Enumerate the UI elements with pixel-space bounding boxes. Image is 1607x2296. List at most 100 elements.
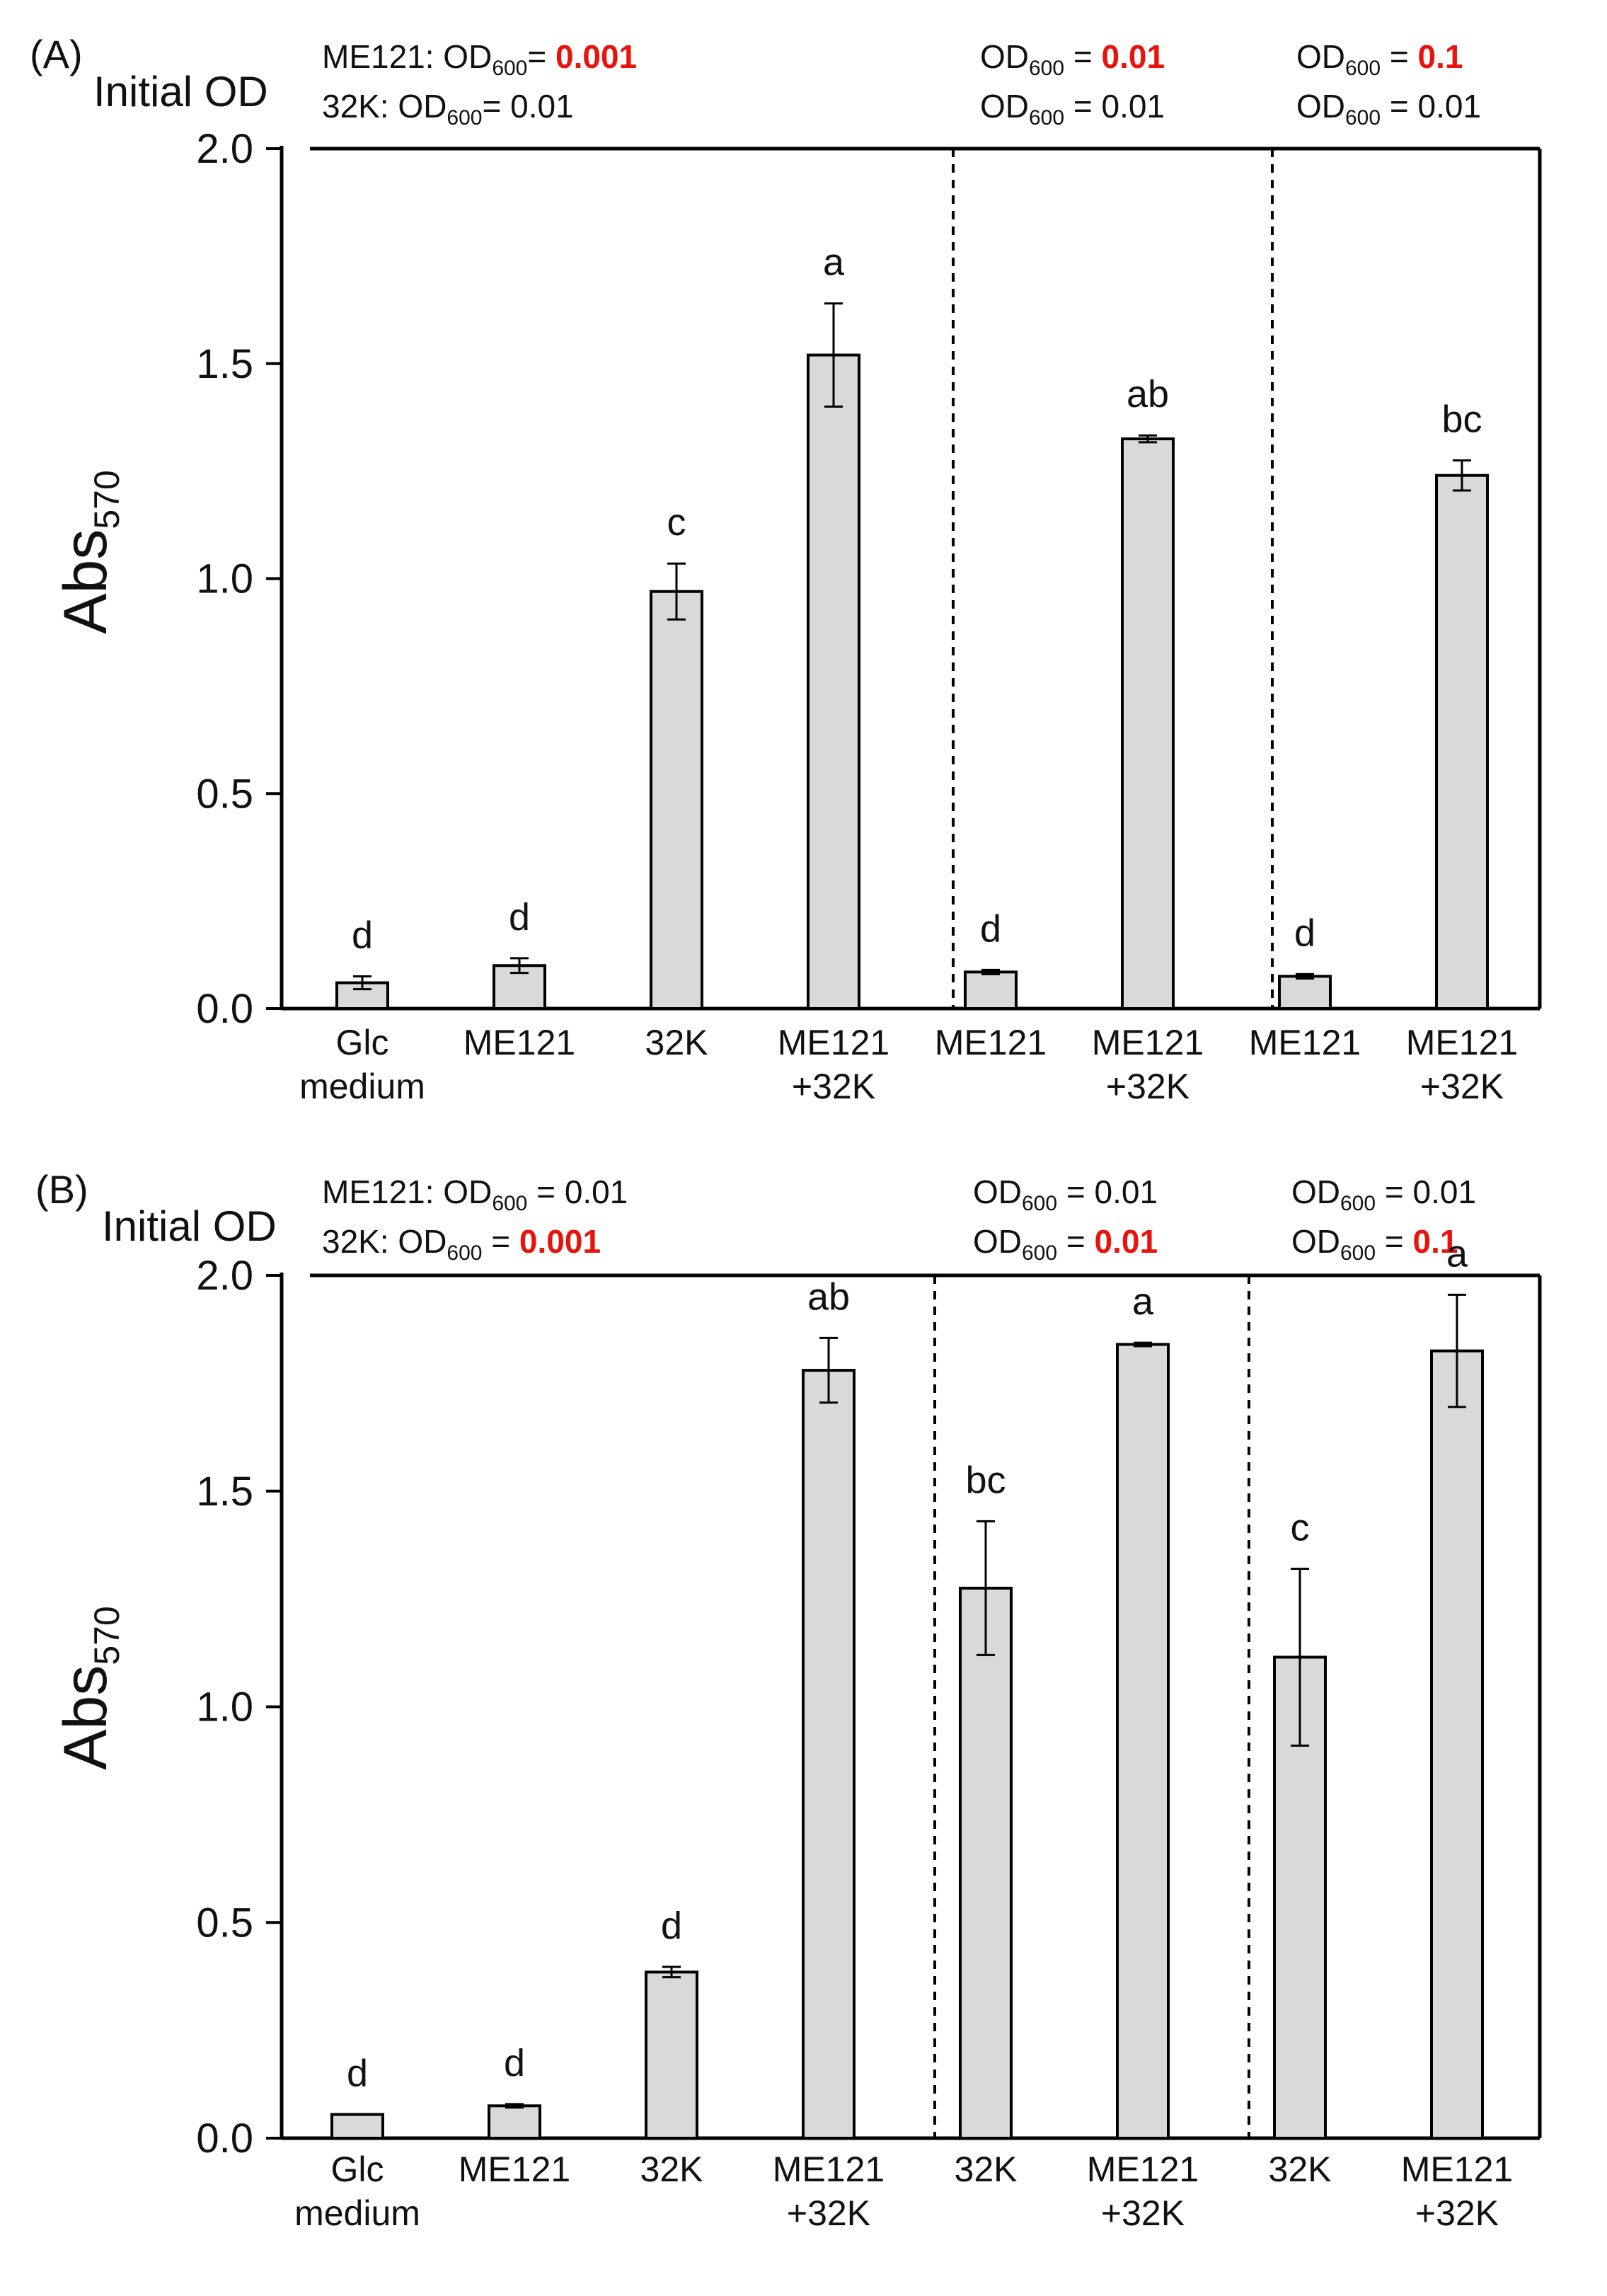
significance-label: a	[823, 241, 845, 284]
condition-equals: =	[527, 1173, 564, 1210]
condition-prefix: 32K: OD	[322, 88, 447, 125]
category-label: medium	[299, 1067, 425, 1106]
condition-1-line-1: ME121: OD600= 0.001	[322, 38, 637, 80]
y-tick-label: 0.5	[196, 771, 253, 817]
condition-equals: =	[1057, 1223, 1094, 1260]
bar	[959, 1586, 1013, 2140]
condition-equals: =	[1381, 38, 1417, 75]
y-tick-label: 1.5	[196, 341, 253, 387]
condition-equals: =	[482, 88, 510, 125]
condition-subscript: 600	[1345, 106, 1381, 130]
category-label: 32K	[640, 2149, 703, 2189]
condition-3-line-1: OD600 = 0.01	[1291, 1173, 1476, 1215]
bar	[330, 2113, 384, 2140]
condition-equals: =	[1376, 1223, 1412, 1260]
y-axis-title: Abs570	[52, 1606, 127, 1770]
condition-subscript: 600	[1340, 1241, 1376, 1265]
y-tick-label: 0.0	[196, 986, 253, 1032]
condition-subscript: 600	[447, 1241, 482, 1265]
condition-equals: =	[1064, 88, 1101, 125]
condition-prefix: OD	[980, 38, 1029, 75]
category-label: ME121	[1249, 1023, 1361, 1062]
condition-2-line-2: OD600 = 0.01	[973, 1223, 1158, 1265]
category-label: 32K	[955, 2149, 1018, 2189]
y-tick-label: 2.0	[196, 126, 253, 172]
category-label: Glc	[336, 1023, 389, 1062]
category-label: +32K	[1101, 2193, 1185, 2233]
significance-label: bc	[965, 1459, 1006, 1501]
condition-value: 0.001	[519, 1223, 601, 1260]
bar	[1116, 1343, 1170, 2140]
y-tick-label: 1.5	[196, 1469, 253, 1515]
significance-label: d	[1294, 912, 1315, 954]
category-label: +32K	[787, 2193, 870, 2233]
condition-value: 0.01	[1095, 1223, 1158, 1260]
condition-prefix: 32K: OD	[322, 1223, 447, 1260]
category-label: ME121	[773, 2149, 885, 2189]
panel-a-label: (A)	[30, 32, 83, 76]
y-axis-title-subscript: 570	[87, 1606, 127, 1665]
condition-subscript: 600	[1029, 57, 1064, 80]
category-label: Glc	[331, 2149, 384, 2189]
condition-prefix: OD	[973, 1173, 1022, 1210]
significance-label: c	[667, 501, 686, 544]
category-label: ME121	[778, 1023, 889, 1062]
y-axis-title: Abs570	[52, 470, 127, 634]
category-label: ME121	[463, 1023, 575, 1062]
condition-subscript: 600	[1022, 1241, 1057, 1265]
condition-1-line-1: ME121: OD600 = 0.01	[322, 1173, 628, 1215]
condition-value: 0.001	[555, 38, 637, 75]
condition-subscript: 600	[1340, 1192, 1376, 1215]
condition-prefix: OD	[1296, 88, 1345, 125]
y-tick-label: 0.5	[196, 1900, 253, 1946]
condition-value: 0.01	[1102, 38, 1165, 75]
condition-prefix: OD	[1296, 38, 1345, 75]
significance-label: d	[661, 1905, 682, 1947]
bar	[1278, 975, 1332, 1010]
condition-prefix: OD	[1291, 1173, 1340, 1210]
significance-label: a	[1446, 1232, 1468, 1275]
condition-3-line-2: OD600 = 0.01	[1296, 88, 1481, 130]
bar	[1121, 437, 1175, 1010]
condition-value: 0.1	[1413, 1223, 1458, 1260]
significance-label: d	[509, 896, 530, 939]
condition-value: 0.01	[1095, 1173, 1158, 1210]
condition-subscript: 600	[1029, 106, 1064, 130]
condition-subscript: 600	[1022, 1192, 1057, 1215]
category-label: ME121	[1401, 2149, 1513, 2189]
y-tick-label: 1.0	[196, 556, 253, 602]
significance-label: ab	[807, 1275, 850, 1318]
condition-value: 0.01	[565, 1173, 628, 1210]
condition-value: 0.01	[1413, 1173, 1477, 1210]
category-label: 32K	[645, 1023, 708, 1062]
category-label: 32K	[1269, 2149, 1332, 2189]
bar	[802, 1369, 856, 2140]
condition-equals: =	[482, 1223, 519, 1260]
initial-od-label: Initial OD	[93, 68, 268, 115]
y-axis-title-main: Abs	[52, 529, 120, 634]
significance-label: c	[1291, 1506, 1310, 1549]
condition-prefix: OD	[973, 1223, 1022, 1260]
category-label: ME121	[1087, 2149, 1199, 2189]
condition-3-line-1: OD600 = 0.1	[1296, 38, 1463, 80]
bar	[1430, 1349, 1484, 2140]
category-label: ME121	[459, 2149, 570, 2189]
bar	[1435, 473, 1489, 1010]
significance-label: d	[980, 907, 1001, 950]
significance-label: ab	[1127, 373, 1169, 415]
y-tick-label: 2.0	[196, 1253, 253, 1299]
condition-3-line-2: OD600 = 0.1	[1291, 1223, 1458, 1265]
category-label: ME121	[935, 1023, 1047, 1062]
condition-subscript: 600	[492, 1192, 527, 1215]
condition-value: 0.01	[1418, 88, 1482, 125]
category-label: +32K	[792, 1067, 875, 1106]
condition-subscript: 600	[447, 106, 482, 130]
bar	[964, 970, 1018, 1011]
bar	[650, 590, 703, 1010]
category-label: ME121	[1092, 1023, 1204, 1062]
condition-prefix: OD	[1291, 1223, 1340, 1260]
significance-label: a	[1132, 1280, 1154, 1323]
condition-value: 0.01	[510, 88, 574, 125]
condition-value: 0.01	[1102, 88, 1165, 125]
significance-label: d	[352, 914, 373, 956]
